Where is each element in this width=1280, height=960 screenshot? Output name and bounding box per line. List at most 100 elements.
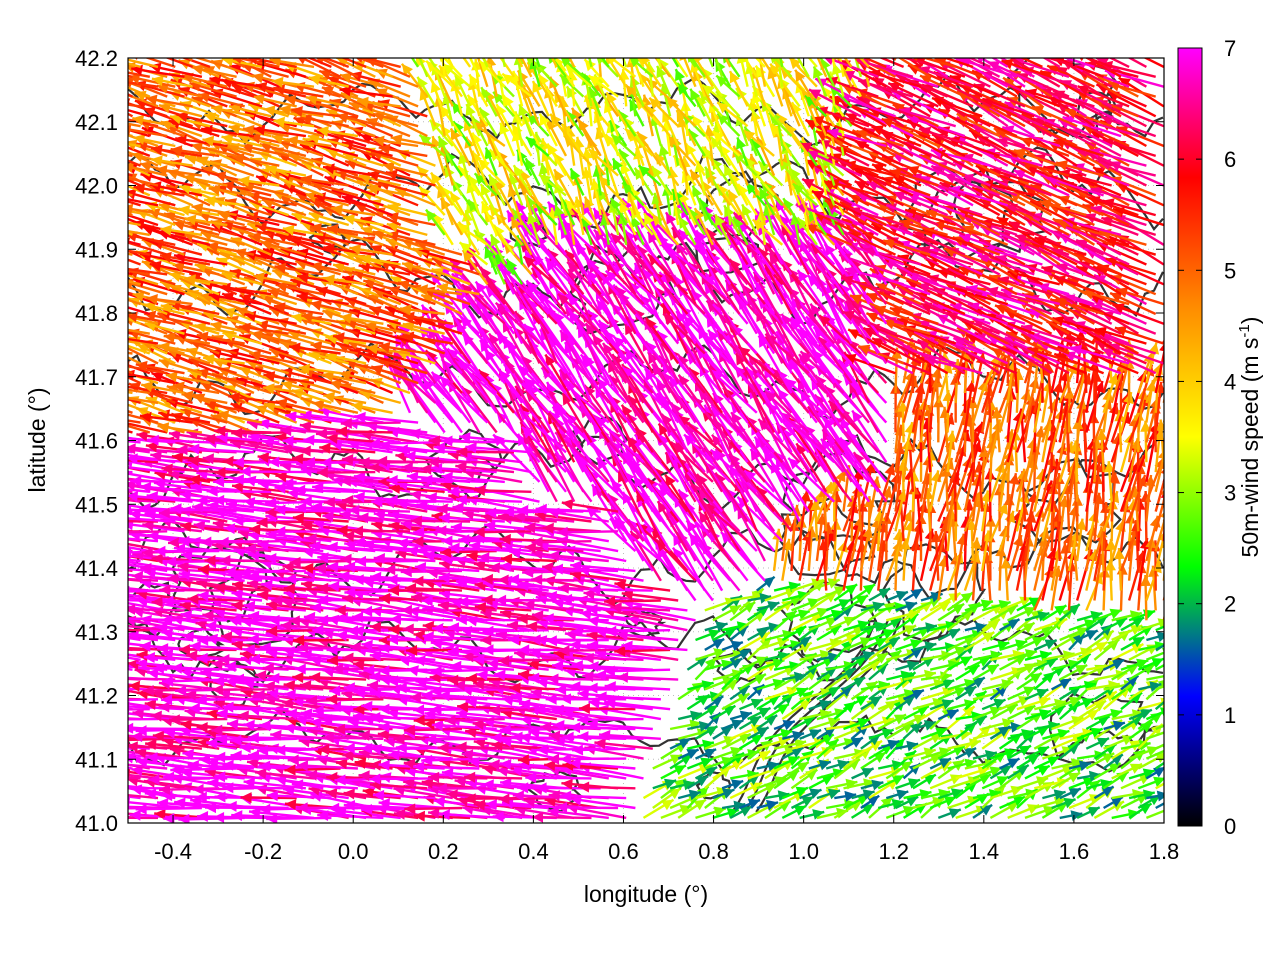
wind-vector-shaft — [128, 667, 133, 671]
wind-vector-head — [560, 790, 572, 802]
wind-vector-head — [284, 764, 296, 776]
wind-vector-head — [237, 710, 249, 722]
wind-vector-shaft — [128, 776, 141, 780]
wind-vector-head — [1146, 746, 1159, 757]
wind-vector-head — [84, 719, 95, 730]
wind-vector-head — [369, 773, 381, 785]
wind-vector-head — [92, 644, 103, 655]
wind-vector-head — [482, 779, 494, 791]
wind-vector-head — [492, 811, 504, 823]
wind-vector-head — [808, 729, 822, 740]
wind-vector-head — [196, 722, 208, 733]
wind-vector-head — [413, 714, 425, 726]
wind-vector-head — [285, 708, 298, 720]
wind-vector-head — [378, 759, 390, 771]
wind-vector-head — [540, 721, 552, 733]
wind-vector-head — [393, 733, 405, 745]
wind-vector-head — [686, 749, 699, 759]
wind-vector-head — [556, 801, 568, 813]
wind-vector-head — [977, 766, 990, 777]
wind-vector-head — [296, 802, 308, 814]
wind-vector-head — [1037, 765, 1050, 776]
wind-vector-head — [902, 805, 915, 817]
wind-vector-head — [378, 703, 390, 715]
wind-vector-head — [1007, 758, 1020, 769]
wind-vector-shaft — [577, 717, 644, 722]
wind-vector-head — [758, 707, 771, 718]
wind-vector-head — [85, 536, 97, 547]
wind-vector-head — [361, 743, 373, 754]
wind-vector-shaft — [577, 734, 644, 740]
wind-vector-head — [388, 749, 400, 761]
wind-vector-head — [498, 793, 510, 805]
wind-vector-head — [152, 730, 165, 742]
wind-vector-head — [144, 699, 157, 710]
wind-vector-head — [170, 764, 182, 776]
wind-vector-head — [128, 741, 138, 753]
wind-vector-shaft — [386, 711, 453, 721]
wind-vector-head — [312, 705, 324, 717]
wind-vector-head — [730, 746, 743, 758]
wind-vector-head — [66, 582, 77, 593]
wind-vector-head — [730, 759, 743, 771]
wind-vector-head — [128, 722, 134, 734]
wind-vector-head — [756, 727, 769, 738]
wind-vector-head — [91, 411, 103, 422]
wind-vector-head — [1057, 728, 1070, 740]
wind-vector-shaft — [1162, 517, 1164, 522]
wind-vector-head — [425, 733, 437, 745]
wind-vector-head — [906, 740, 919, 752]
wind-vector-head — [439, 725, 451, 737]
wind-vector-head — [239, 742, 251, 754]
wind-vector-shaft — [482, 719, 549, 731]
wind-vector-shaft — [569, 726, 636, 731]
wind-vector-head — [369, 759, 382, 771]
wind-vector-head — [488, 759, 500, 771]
wind-vector-head — [67, 715, 79, 726]
wind-vector-head — [664, 778, 677, 790]
wind-vector-head — [713, 806, 726, 818]
wind-vector-head — [96, 531, 108, 542]
wind-vector-shaft — [128, 470, 133, 474]
wind-vector-head — [1090, 727, 1103, 738]
wind-vector-head — [821, 746, 834, 758]
wind-vector-head — [577, 714, 589, 726]
wind-vector-head — [266, 813, 278, 823]
wind-vector-head — [421, 754, 433, 766]
wind-vector-head — [1165, 670, 1177, 681]
wind-vector-head — [1021, 729, 1034, 740]
wind-vector-head — [787, 756, 800, 767]
wind-vector-head — [216, 708, 229, 720]
wind-vector-head — [996, 776, 1009, 787]
wind-vector-shaft — [491, 743, 558, 760]
contour-line — [623, 609, 667, 638]
wind-vector-head — [1010, 721, 1023, 733]
wind-vector-shaft — [525, 776, 592, 780]
wind-vector-head — [247, 732, 259, 744]
wind-vector-head — [1142, 768, 1155, 779]
wind-vector-head — [599, 729, 611, 741]
wind-vector-shaft — [1145, 809, 1164, 820]
wind-vector-head — [473, 799, 486, 811]
wind-vector-head — [259, 803, 271, 815]
wind-vector-shaft — [396, 697, 463, 711]
wind-vector-head — [512, 790, 524, 802]
wind-vector-head — [535, 782, 547, 794]
wind-vector-head — [1097, 716, 1110, 727]
wind-vector-shaft — [128, 608, 133, 612]
wind-vector-head — [163, 771, 175, 783]
wind-vector-head — [430, 704, 442, 715]
wind-vector-head — [1159, 707, 1164, 718]
wind-vector-shaft — [559, 794, 627, 800]
wind-vector-head — [259, 760, 271, 772]
wind-vector-head — [98, 728, 110, 739]
wind-vector-head — [923, 774, 936, 785]
wind-vector-head — [270, 729, 282, 741]
wind-vector-shaft — [135, 806, 202, 811]
wind-vector-head — [1110, 708, 1123, 720]
wind-vector-head — [128, 546, 132, 558]
wind-vector-head — [227, 719, 239, 730]
wind-vector-head — [322, 732, 334, 744]
wind-vector-head — [403, 758, 416, 770]
wind-vector-head — [73, 519, 85, 530]
